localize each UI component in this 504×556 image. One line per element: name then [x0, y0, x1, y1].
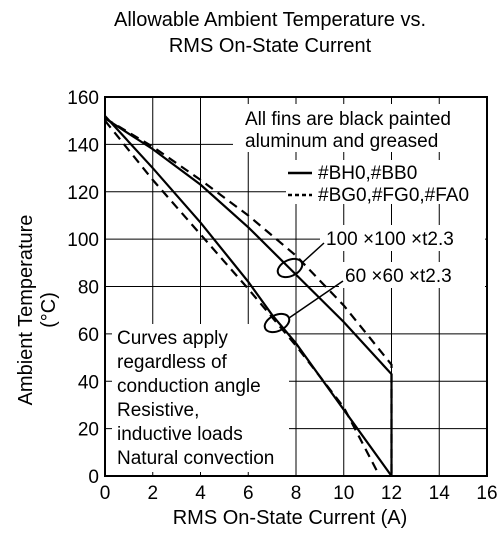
- x-tick-label: 6: [243, 483, 254, 504]
- annotation-background: [320, 225, 485, 251]
- conditions-note: Resistive,: [117, 400, 199, 421]
- y-tick-label: 160: [67, 88, 99, 109]
- callout-leader: [288, 280, 344, 319]
- x-tick-label: 0: [100, 483, 111, 504]
- size-label-large: 100 ×100 ×t2.3: [326, 229, 454, 250]
- fins-note: aluminum and greased: [245, 131, 438, 152]
- conditions-note: Curves apply: [117, 328, 228, 349]
- conditions-note: Natural convection: [117, 448, 274, 469]
- y-tick-label: 20: [78, 420, 99, 441]
- y-tick-label: 0: [88, 467, 99, 488]
- y-tick-label: 140: [67, 135, 99, 156]
- x-tick-label: 8: [291, 483, 302, 504]
- fins-note: All fins are black painted: [245, 109, 451, 130]
- y-tick-label: 40: [78, 372, 99, 393]
- annotation-background: [286, 160, 486, 204]
- x-tick-label: 10: [333, 483, 354, 504]
- series-line-dashed: [104, 117, 393, 476]
- series-line-dashed: [104, 119, 381, 477]
- conditions-note: regardless of: [117, 352, 228, 373]
- y-tick-label: 80: [78, 278, 99, 299]
- annotation-background: [339, 262, 485, 288]
- chart-title-line2: RMS On-State Current: [168, 35, 372, 57]
- chart-title-line1: Allowable Ambient Temperature vs.: [113, 9, 426, 31]
- callout-leader: [301, 242, 325, 264]
- y-tick-label: 100: [67, 230, 99, 251]
- size-label-small: 60 ×60 ×t2.3: [345, 266, 452, 287]
- x-tick-label: 14: [429, 483, 451, 504]
- x-tick-label: 4: [195, 483, 206, 504]
- series-line-solid: [104, 117, 393, 476]
- x-axis-label: RMS On-State Current (A): [172, 507, 408, 529]
- legend-label: #BH0,#BB0: [318, 163, 417, 184]
- x-tick-label: 16: [476, 483, 497, 504]
- y-axis-label: Ambient Temperature (°C): [15, 214, 60, 406]
- x-tick-label: 12: [381, 483, 402, 504]
- conditions-note: conduction angle: [117, 376, 261, 397]
- y-tick-label: 60: [78, 325, 99, 346]
- conditions-note: inductive loads: [117, 424, 243, 445]
- plot-area-frame: [104, 96, 488, 477]
- annotation-background: [112, 324, 289, 472]
- y-tick-label: 120: [67, 183, 99, 204]
- legend-label: #BG0,#FG0,#FA0: [318, 185, 469, 206]
- x-tick-label: 2: [147, 483, 158, 504]
- annotation-background: [233, 104, 486, 152]
